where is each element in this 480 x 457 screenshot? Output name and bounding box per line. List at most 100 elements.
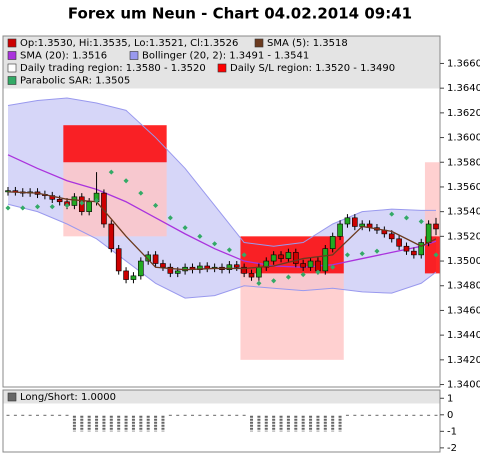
sar-dot xyxy=(300,272,306,278)
y-tick-label: 1.3400 xyxy=(447,380,480,391)
y-tick-label: 1.3460 xyxy=(447,305,480,316)
sar-dot xyxy=(344,252,350,258)
candle-body xyxy=(352,217,358,227)
candle-body xyxy=(329,236,336,249)
candle-body xyxy=(433,223,439,230)
candle-body xyxy=(123,270,129,280)
sar-dot xyxy=(330,264,336,270)
bollinger-lower xyxy=(7,203,437,299)
candle-body xyxy=(411,250,417,256)
y-tick-label: 1.3440 xyxy=(447,330,480,341)
candle-body xyxy=(130,275,137,280)
candle-body xyxy=(152,254,159,264)
y-tick-label: 1.3420 xyxy=(447,355,480,366)
candle-body xyxy=(56,198,63,203)
y-tick-label: 1.3500 xyxy=(447,256,480,267)
sar-dot xyxy=(315,269,321,275)
sar-dot xyxy=(403,215,410,221)
sar-dot xyxy=(285,274,291,280)
legend-swatch xyxy=(7,38,17,48)
legend-label: Long/Short: 1.0000 xyxy=(20,392,116,403)
legend-swatch xyxy=(7,63,17,73)
candle-body xyxy=(292,252,299,264)
y-tick-label: 1.3540 xyxy=(447,207,480,218)
y-tick-label: 1.3600 xyxy=(447,133,480,144)
candle-body xyxy=(256,266,262,278)
sar-dot xyxy=(212,241,218,247)
candle-body xyxy=(322,248,329,272)
candle-body xyxy=(396,238,402,247)
chart-title: Forex um Neun - Chart 04.02.2014 09:41 xyxy=(68,5,412,23)
sar-dot xyxy=(64,202,70,209)
sl-region xyxy=(63,125,167,163)
candle-body xyxy=(248,273,255,278)
sar-dot xyxy=(94,197,100,204)
sar-dot xyxy=(197,233,203,239)
sar-dot xyxy=(433,252,439,258)
sar-dot xyxy=(256,280,262,286)
legend-swatch xyxy=(7,76,17,85)
legend-label: SMA (20): 1.3516 xyxy=(20,51,107,62)
y-tick-label: 1.3480 xyxy=(447,281,480,292)
sar-dot xyxy=(226,247,232,253)
bollinger-upper xyxy=(7,97,436,247)
legend-box xyxy=(3,390,440,404)
candle-body xyxy=(145,254,152,262)
y-tick-label: -2 xyxy=(447,443,457,454)
candle-body xyxy=(71,196,78,206)
candle-body xyxy=(101,192,107,225)
candle-body xyxy=(226,264,233,270)
candle-body xyxy=(425,223,432,243)
y-tick-label: 1 xyxy=(447,393,453,404)
sar-dot xyxy=(138,190,144,196)
sar-dot xyxy=(108,169,114,175)
y-tick-label: 1.3520 xyxy=(447,231,480,242)
sar-dot xyxy=(49,204,55,210)
legend-label: Daily trading region: 1.3580 - 1.3520 xyxy=(20,63,206,74)
candle-body xyxy=(86,201,92,212)
candle-body xyxy=(174,270,181,274)
candle-body xyxy=(344,217,351,225)
candle-body xyxy=(337,223,343,237)
sar-dot xyxy=(241,252,247,258)
candle-body xyxy=(270,254,277,262)
candle-body xyxy=(388,233,395,240)
candle-body xyxy=(138,260,144,277)
y-tick-label: 1.3560 xyxy=(447,182,480,193)
candle-body xyxy=(307,260,314,268)
sar-dot xyxy=(153,202,159,209)
candle-body xyxy=(167,266,174,274)
y-tick-label: 1.3580 xyxy=(447,157,480,168)
trading-region xyxy=(63,162,167,237)
candle-body xyxy=(241,266,247,274)
y-tick-label: 1.3660 xyxy=(447,58,480,69)
sar-dot xyxy=(167,215,173,221)
y-tick-label: 0 xyxy=(447,410,453,421)
candle-body xyxy=(278,254,284,259)
legend-box xyxy=(3,36,440,89)
candle-body xyxy=(115,248,122,272)
sar-dot xyxy=(271,278,277,284)
candle-body xyxy=(160,263,166,268)
candle-body xyxy=(315,260,321,272)
sar-dot xyxy=(5,205,11,211)
y-tick-label: 1.3640 xyxy=(447,83,480,94)
trading-region xyxy=(240,273,344,360)
legend-label: Parabolic SAR: 1.3505 xyxy=(20,76,130,87)
sar-dot xyxy=(20,205,26,211)
legend-swatch xyxy=(7,392,17,402)
legend-label: Op:1.3530, Hi:1.3535, Lo:1.3521, Cl:1.35… xyxy=(20,38,238,49)
sar-dot xyxy=(182,225,188,231)
y-tick-label: -1 xyxy=(447,426,457,437)
candle-body xyxy=(233,264,240,268)
candle-body xyxy=(300,263,306,268)
sar-dot xyxy=(79,200,85,206)
candle-body xyxy=(403,245,410,252)
legend-label: SMA (5): 1.3518 xyxy=(267,38,348,49)
sar-dot xyxy=(389,211,395,217)
candle-body xyxy=(108,223,115,249)
legend-swatch xyxy=(129,51,139,60)
y-tick-label: 1.3620 xyxy=(447,108,480,119)
